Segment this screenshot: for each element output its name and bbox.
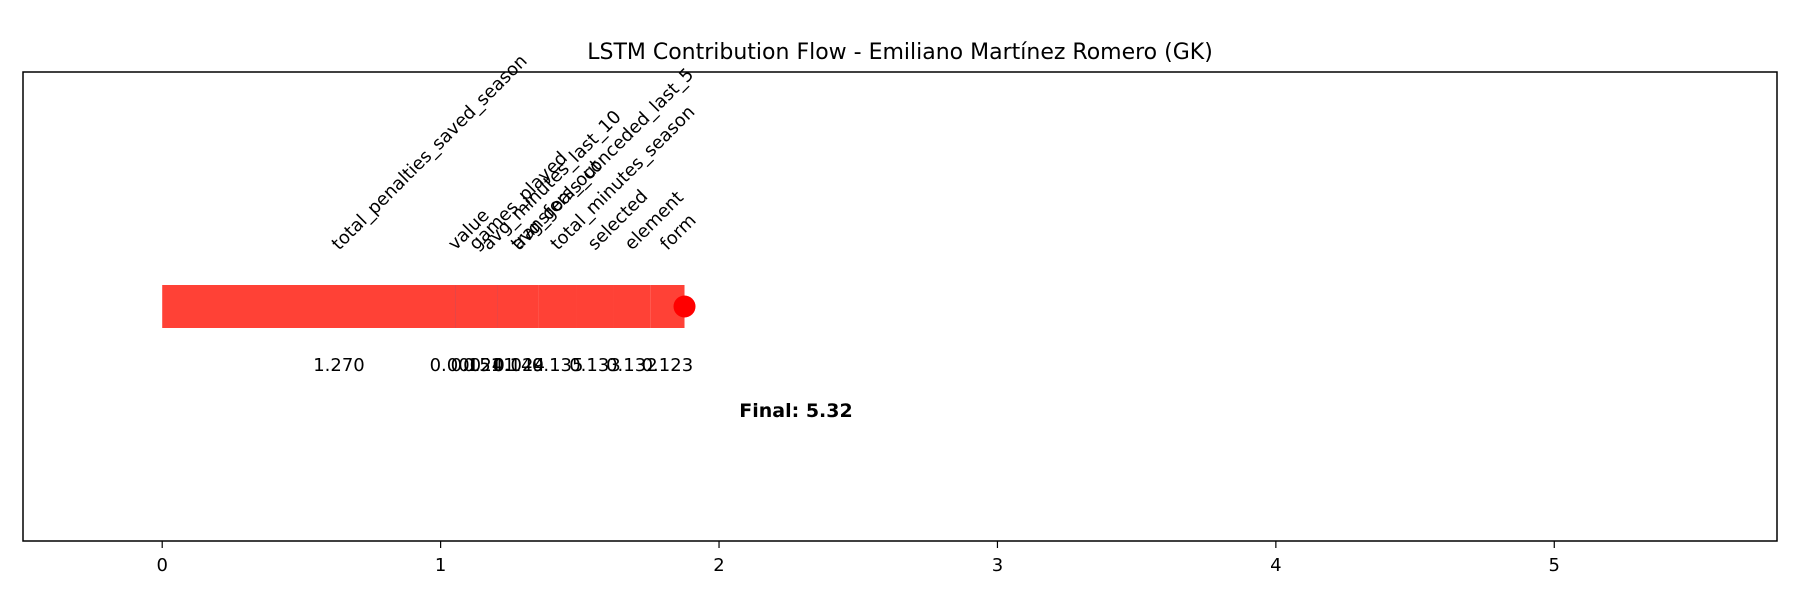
- x-tick-label: 1: [435, 555, 446, 576]
- x-tick-label: 0: [156, 555, 167, 576]
- x-tick-label: 4: [1270, 555, 1281, 576]
- value-labels-group: 1.270 0.0240.2410.0000.1510.1490.1350.133…: [313, 355, 693, 376]
- bar-segment-transfers-out: [497, 285, 539, 328]
- chart-title: LSTM Contribution Flow - Emiliano Martín…: [587, 40, 1213, 65]
- x-tick-label: 2: [713, 555, 724, 576]
- bar-segment-total-minutes-season: [538, 285, 577, 328]
- x-axis: 0 1 2 3 4 5: [156, 541, 1560, 576]
- bar-segment-games-played: [455, 285, 498, 328]
- bars-group: [162, 285, 696, 328]
- value-label: 0.135: [532, 355, 584, 376]
- value-label: 0.132: [606, 355, 658, 376]
- end-marker: [673, 295, 696, 318]
- plot-frame: [22, 71, 1778, 542]
- value-label: 0.149: [492, 355, 544, 376]
- value-label: 0.133: [569, 355, 621, 376]
- x-tick-label: 5: [1549, 555, 1560, 576]
- value-label: 0.024: [493, 355, 545, 376]
- x-tick-label: 3: [992, 555, 1003, 576]
- value-label: 0.151: [451, 355, 503, 376]
- value-label: 0.000: [430, 355, 482, 376]
- final-value-label: Final: 5.32: [739, 400, 852, 422]
- value-label: 0.123: [642, 355, 694, 376]
- bar-segment-selected: [576, 285, 614, 328]
- feature-labels-group: total_penalties_saved_seasonavg_goals_co…: [328, 51, 701, 255]
- value-label: 0.241: [463, 355, 515, 376]
- value-label: 1.270: [313, 355, 365, 376]
- bar-segment-element: [613, 285, 651, 328]
